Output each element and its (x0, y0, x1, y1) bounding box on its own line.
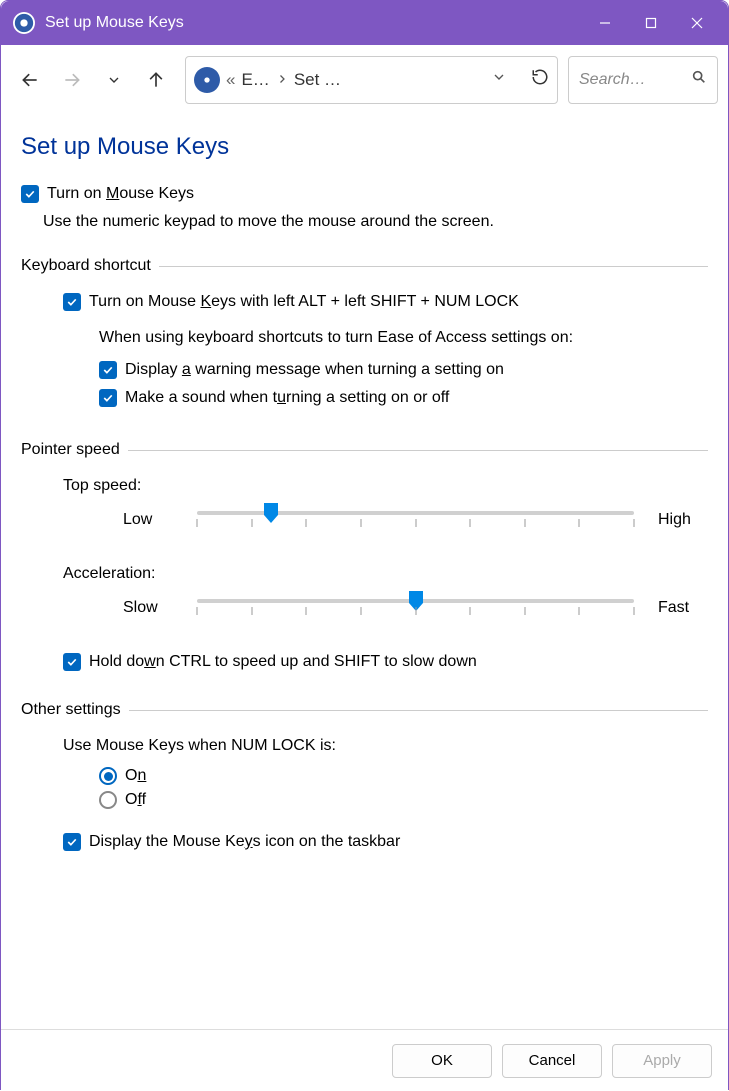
other-settings-title: Other settings (21, 701, 121, 719)
enable-shortcut-checkbox[interactable]: Turn on Mouse Keys with left ALT + left … (63, 293, 708, 311)
close-button[interactable] (674, 1, 720, 45)
search-icon (691, 69, 707, 90)
titlebar: Set up Mouse Keys (1, 1, 728, 45)
search-box[interactable]: Search… (568, 56, 718, 104)
breadcrumb-part2[interactable]: Set … (294, 70, 341, 90)
taskbar-icon-label: Display the Mouse Keys icon on the taskb… (89, 833, 400, 851)
numlock-on-label: On (125, 767, 146, 785)
make-sound-label: Make a sound when turning a setting on o… (125, 389, 449, 407)
other-settings-group: Other settings (21, 701, 708, 719)
turn-on-mouse-keys-label: Turn on Mouse Keys (47, 185, 194, 203)
taskbar-icon-checkbox[interactable]: Display the Mouse Keys icon on the taskb… (63, 833, 708, 851)
display-warning-checkbox[interactable]: Display a warning message when turning a… (99, 361, 708, 379)
top-speed-label: Top speed: (63, 477, 708, 495)
app-icon (13, 12, 35, 34)
address-bar-icon (194, 67, 220, 93)
toolbar: « E… Set … Search… (1, 45, 728, 115)
maximize-button[interactable] (628, 1, 674, 45)
address-bar[interactable]: « E… Set … (185, 56, 558, 104)
search-placeholder: Search… (579, 71, 691, 89)
refresh-button[interactable] (531, 68, 549, 91)
display-warning-label: Display a warning message when turning a… (125, 361, 504, 379)
acceleration-slider[interactable] (191, 593, 640, 623)
numlock-on-radio[interactable]: On (99, 767, 708, 785)
keyboard-shortcut-group: Keyboard shortcut (21, 257, 708, 275)
radio-icon (99, 767, 117, 785)
numlock-label: Use Mouse Keys when NUM LOCK is: (63, 737, 708, 755)
minimize-button[interactable] (582, 1, 628, 45)
acceleration-fast-label: Fast (658, 599, 708, 617)
top-speed-slider[interactable] (191, 505, 640, 535)
checkbox-icon (63, 833, 81, 851)
address-dropdown[interactable] (491, 69, 507, 90)
enable-shortcut-label: Turn on Mouse Keys with left ALT + left … (89, 293, 519, 311)
checkbox-icon (99, 389, 117, 407)
top-speed-high-label: High (658, 511, 708, 529)
checkbox-icon (63, 293, 81, 311)
footer: OK Cancel Apply (1, 1029, 728, 1091)
numlock-off-label: Off (125, 791, 146, 809)
acceleration-label: Acceleration: (63, 565, 708, 583)
top-speed-low-label: Low (123, 511, 173, 529)
breadcrumb-part1[interactable]: E… (241, 70, 269, 90)
up-button[interactable] (137, 61, 175, 99)
back-button[interactable] (11, 61, 49, 99)
turn-on-mouse-keys-checkbox[interactable]: Turn on Mouse Keys (21, 185, 708, 203)
recent-dropdown[interactable] (95, 61, 133, 99)
checkbox-icon (63, 653, 81, 671)
radio-icon (99, 791, 117, 809)
apply-button[interactable]: Apply (612, 1044, 712, 1078)
shortcut-intro-text: When using keyboard shortcuts to turn Ea… (99, 329, 708, 347)
chevron-right-icon (276, 70, 288, 90)
numlock-off-radio[interactable]: Off (99, 791, 708, 809)
checkbox-icon (21, 185, 39, 203)
window-title: Set up Mouse Keys (45, 14, 582, 32)
breadcrumb-overflow[interactable]: « (226, 70, 235, 90)
cancel-button[interactable]: Cancel (502, 1044, 602, 1078)
make-sound-checkbox[interactable]: Make a sound when turning a setting on o… (99, 389, 708, 407)
pointer-speed-group: Pointer speed (21, 441, 708, 459)
acceleration-slow-label: Slow (123, 599, 173, 617)
description-text: Use the numeric keypad to move the mouse… (43, 213, 708, 231)
ctrl-shift-checkbox[interactable]: Hold down CTRL to speed up and SHIFT to … (63, 653, 708, 671)
checkbox-icon (99, 361, 117, 379)
ok-button[interactable]: OK (392, 1044, 492, 1078)
keyboard-shortcut-title: Keyboard shortcut (21, 257, 151, 275)
ctrl-shift-label: Hold down CTRL to speed up and SHIFT to … (89, 653, 477, 671)
pointer-speed-title: Pointer speed (21, 441, 120, 459)
forward-button[interactable] (53, 61, 91, 99)
content-area: Set up Mouse Keys Turn on Mouse Keys Use… (1, 115, 728, 1029)
page-title: Set up Mouse Keys (21, 133, 708, 161)
